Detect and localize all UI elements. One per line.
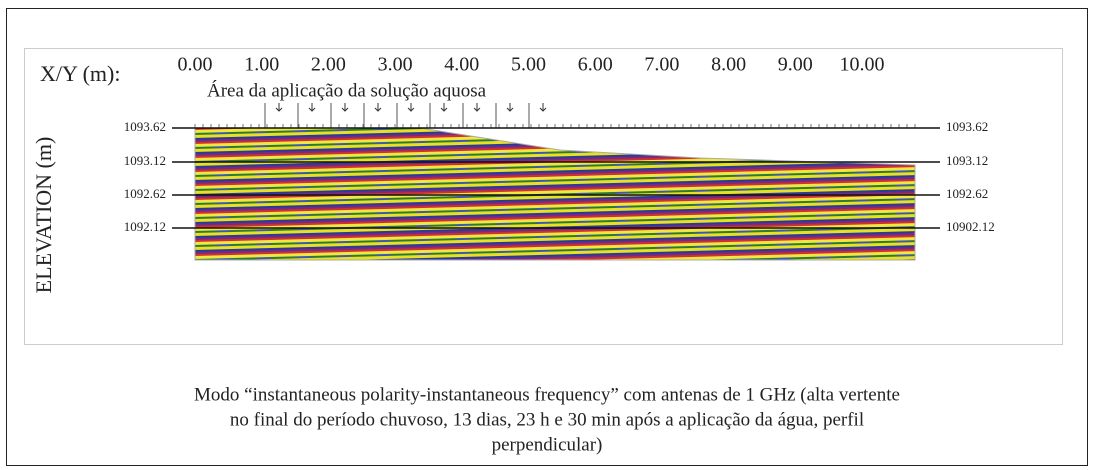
- arrow: [473, 103, 481, 112]
- arrow: [440, 103, 448, 112]
- x-tick-label: 9.00: [778, 54, 813, 76]
- left-label: 1093.62: [124, 119, 166, 134]
- caption-line: no final do período chuvoso, 13 dias, 23…: [230, 409, 864, 430]
- left-label: 1093.12: [124, 153, 166, 168]
- caption-line: perpendicular): [492, 434, 603, 455]
- x-tick-label: 7.00: [644, 54, 679, 76]
- x-axis-label: X/Y (m):: [40, 61, 120, 86]
- arrow: [341, 103, 349, 112]
- arrow: [506, 103, 514, 112]
- x-tick-label: 6.00: [578, 54, 613, 76]
- right-label: 10902.12: [946, 219, 995, 234]
- x-tick-label: 3.00: [378, 54, 413, 76]
- left-label: 1092.12: [124, 219, 166, 234]
- arrow: [308, 103, 316, 112]
- right-label: 1092.62: [946, 186, 988, 201]
- y-axis-label: ELEVATION (m): [31, 137, 56, 294]
- annotation: Área da aplicação da solução aquosa: [207, 79, 487, 101]
- x-tick-label: 8.00: [711, 54, 746, 76]
- x-tick-label: 4.00: [444, 54, 479, 76]
- right-label: 1093.12: [946, 153, 988, 168]
- arrow: [374, 103, 382, 112]
- caption-line: Modo “instantaneous polarity-instantaneo…: [194, 384, 900, 405]
- figure: X/Y (m): Área da aplicação da solução aq…: [31, 54, 995, 294]
- x-tick-label: 2.00: [311, 54, 346, 76]
- left-label: 1092.62: [124, 186, 166, 201]
- right-label: 1093.62: [946, 119, 988, 134]
- x-tick-label: 10.00: [840, 54, 885, 76]
- x-tick-label: 0.00: [178, 54, 213, 76]
- x-tick-label: 1.00: [244, 54, 279, 76]
- arrow: [539, 103, 547, 112]
- arrow: [275, 103, 283, 112]
- arrow: [407, 103, 415, 112]
- x-tick-label: 5.00: [511, 54, 546, 76]
